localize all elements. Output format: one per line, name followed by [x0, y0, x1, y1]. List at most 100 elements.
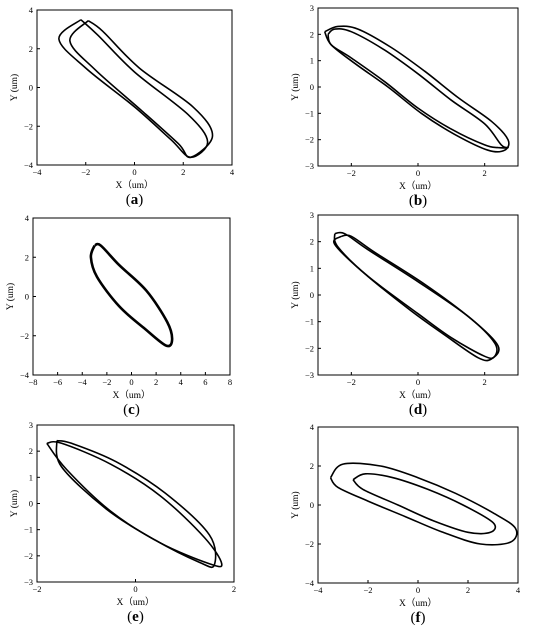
y-tick-label: 2: [310, 461, 314, 471]
y-tick-label: 3: [310, 3, 314, 13]
x-tick-label: 0: [416, 585, 420, 595]
x-tick-label: 0: [416, 377, 420, 387]
x-tick-label: 0: [132, 167, 136, 177]
panel-caption: (f): [410, 610, 426, 626]
chart-panel-e: −2 0 2 −3 −2 −1 0 1 2 3 X（um） Y (um) (e): [0, 420, 270, 635]
y-tick-label: −3: [305, 161, 314, 171]
x-tick-label: 4: [516, 585, 521, 595]
y-axis-label: Y (um): [290, 73, 301, 100]
chart-svg-b: −2 0 2 −3 −2 −1 0 1 2 3 X（um） Y (um): [290, 3, 519, 192]
x-tick-label: −2: [81, 167, 90, 177]
panel-caption: (e): [127, 609, 144, 625]
y-tick-label: 2: [29, 44, 33, 54]
orbit-series-f-0: [329, 462, 518, 546]
plot-frame: [317, 7, 519, 167]
x-tick-label: 4: [179, 377, 184, 387]
x-tick-label: 2: [181, 167, 185, 177]
x-tick-label: 2: [483, 168, 487, 178]
panel-caption-letter: c: [128, 402, 135, 418]
y-tick-label: −2: [305, 343, 314, 353]
y-tick-label: 3: [29, 420, 33, 430]
panel-caption-letter: a: [130, 192, 139, 208]
x-tick-label: 2: [466, 585, 470, 595]
y-tick-label: 0: [310, 500, 314, 510]
x-tick-label: 0: [416, 168, 420, 178]
y-tick-label: −1: [305, 108, 314, 118]
plot-frame: [317, 426, 519, 584]
y-tick-label: −1: [24, 525, 33, 535]
y-tick-label: −2: [20, 331, 29, 341]
chart-panel-c: −8 −6 −4 −2 0 2 4 6 8 −4 −2 0 2 4 X（um） Y (um) (c): [0, 210, 270, 425]
panel-caption-letter: b: [413, 193, 423, 209]
x-tick-label: 0: [133, 584, 137, 594]
y-axis-label: Y (um): [5, 283, 16, 310]
y-tick-label: 4: [25, 213, 30, 223]
y-tick-label: −4: [24, 160, 34, 170]
y-tick-label: −1: [305, 317, 314, 327]
orbit-series-f-1: [352, 472, 497, 535]
panel-caption: (b): [408, 193, 428, 209]
x-tick-label: −2: [347, 377, 356, 387]
y-tick-label: 1: [29, 472, 33, 482]
orbit-series-c-0: [89, 242, 174, 348]
plot-frame: [317, 214, 519, 376]
y-tick-label: 2: [310, 29, 314, 39]
y-tick-label: 4: [29, 5, 34, 15]
x-tick-label: −2: [32, 584, 41, 594]
orbit-series-a-1: [69, 20, 214, 159]
chart-svg-d: −2 0 2 −3 −2 −1 0 1 2 3 X（um） Y (um): [290, 210, 519, 401]
y-tick-label: 0: [310, 82, 314, 92]
panel-caption-letter: e: [132, 609, 139, 625]
x-tick-label: 6: [203, 377, 207, 387]
x-tick-label: −8: [28, 377, 37, 387]
x-tick-label: −4: [32, 167, 42, 177]
x-tick-label: −2: [363, 585, 372, 595]
x-axis-label: X（um）: [399, 597, 437, 609]
y-tick-label: 1: [310, 263, 314, 273]
chart-svg-a: −4 −2 0 2 4 −4 −2 0 2 4 X（um） Y (um): [9, 5, 235, 191]
orbit-series-b-1: [323, 25, 510, 153]
panel-caption: (a): [125, 192, 144, 208]
x-tick-label: 2: [483, 377, 487, 387]
panel-caption-letter: d: [413, 402, 423, 418]
x-tick-label: −6: [53, 377, 62, 387]
panel-caption: (c): [123, 402, 140, 418]
y-axis-label: Y (um): [290, 281, 301, 308]
orbit-series-e-1: [55, 439, 217, 569]
x-tick-label: −2: [102, 377, 111, 387]
y-tick-label: 2: [29, 446, 33, 456]
chart-panel-d: −2 0 2 −3 −2 −1 0 1 2 3 X（um） Y (um) (d): [275, 210, 545, 425]
x-tick-label: 2: [154, 377, 158, 387]
chart-svg-f: −4 −2 0 2 4 −4 −2 0 2 4 X（um） Y (um): [290, 422, 521, 609]
y-tick-label: −2: [305, 135, 314, 145]
x-axis-label: X（um）: [399, 389, 437, 401]
orbit-series-a-0: [58, 19, 209, 159]
y-tick-label: 1: [310, 56, 314, 66]
orbit-series-b-0: [327, 27, 509, 149]
y-tick-label: −3: [24, 577, 33, 587]
y-tick-label: −4: [305, 578, 315, 588]
panel-caption: (d): [408, 402, 428, 418]
chart-svg-c: −8 −6 −4 −2 0 2 4 6 8 −4 −2 0 2 4 X（um） Y (um): [5, 213, 232, 401]
y-tick-label: −4: [20, 370, 30, 380]
y-tick-label: −2: [305, 539, 314, 549]
x-axis-label: X（um）: [112, 389, 150, 401]
x-tick-label: 0: [129, 377, 133, 387]
y-tick-label: 2: [25, 252, 29, 262]
x-axis-label: X（um）: [116, 596, 154, 608]
y-axis-label: Y (um): [9, 74, 20, 101]
plot-frame: [32, 217, 231, 376]
orbit-series-d-0: [333, 231, 498, 360]
y-axis-label: Y (um): [290, 491, 301, 518]
x-tick-label: −4: [313, 585, 323, 595]
x-axis-label: X（um）: [399, 180, 437, 192]
chart-panel-f: −4 −2 0 2 4 −4 −2 0 2 4 X（um） Y (um) (f): [275, 420, 545, 635]
orbit-series-e-0: [46, 440, 223, 568]
y-tick-label: −3: [305, 370, 314, 380]
y-tick-label: 0: [25, 292, 29, 302]
x-tick-label: −2: [347, 168, 356, 178]
y-tick-label: 3: [310, 210, 314, 220]
x-tick-label: 4: [230, 167, 235, 177]
panel-caption-letter: f: [415, 610, 421, 626]
